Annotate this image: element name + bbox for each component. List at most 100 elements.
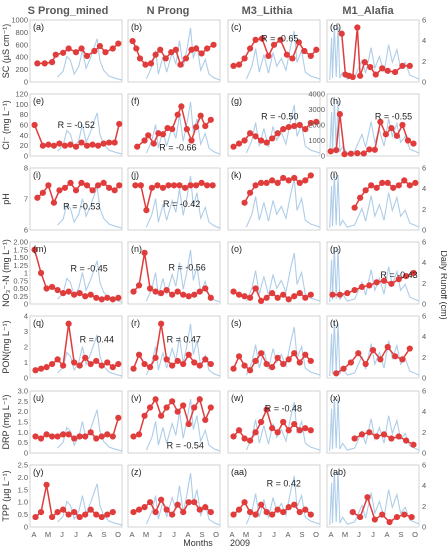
data-point-3 (246, 130, 254, 137)
data-point-9 (401, 177, 408, 184)
runoff-line (145, 398, 221, 452)
data-point-10 (289, 55, 296, 62)
y-tick-label: 1000 (11, 16, 28, 25)
data-point-9 (82, 354, 89, 361)
data-point-9 (379, 65, 386, 72)
data-point-6 (263, 139, 270, 146)
panel-b: (b) (127, 19, 221, 83)
data-point-1 (141, 137, 148, 144)
data-point-0 (230, 511, 237, 518)
data-point-11 (191, 499, 198, 506)
data-point-4 (379, 511, 386, 518)
right-tick-label: 0 (422, 226, 426, 235)
data-point-0 (130, 365, 137, 372)
data-point-2 (43, 364, 50, 371)
right-tick-label: 6 (422, 164, 426, 173)
data-point-1 (37, 269, 45, 277)
data-point-11 (93, 435, 100, 442)
data-point-3 (150, 140, 157, 147)
data-point-4 (154, 182, 161, 189)
data-point-0 (351, 204, 358, 211)
correlation-label: R = -0.53 (63, 201, 100, 211)
data-point-2 (45, 182, 52, 189)
data-point-12 (399, 62, 406, 69)
data-point-8 (274, 130, 281, 137)
data-point-7 (367, 64, 374, 71)
panel-letter: (t) (330, 318, 339, 328)
data-point-4 (152, 354, 159, 361)
month-label: M (342, 530, 348, 539)
data-point-10 (87, 429, 94, 436)
right-tick-label: 2 (422, 502, 426, 511)
data-point-9 (82, 433, 89, 440)
data-point-6 (67, 141, 74, 148)
panel-letter: (a) (33, 22, 44, 32)
data-point-7 (170, 182, 178, 189)
data-point-2 (143, 207, 150, 214)
data-point-7 (269, 290, 276, 297)
panel-letter: (s) (231, 318, 242, 328)
panel-letter: (e) (33, 96, 44, 106)
data-point-3 (146, 364, 154, 371)
data-point-7 (72, 143, 80, 150)
data-point-12 (301, 47, 308, 55)
correlation-label: R = -0.55 (375, 111, 412, 121)
data-point-5 (60, 362, 67, 369)
data-point-8 (168, 49, 175, 56)
data-point-8 (174, 501, 181, 508)
runoff-line (329, 25, 420, 81)
data-point-10 (285, 504, 292, 511)
data-point-4 (252, 429, 259, 436)
y-tick-label: 6 (24, 226, 28, 235)
data-point-4 (252, 285, 259, 292)
data-point-6 (263, 406, 270, 413)
concentration-line (36, 181, 120, 205)
panel-letter: (u) (33, 393, 44, 403)
data-point-3 (48, 360, 56, 368)
month-label: J (258, 530, 262, 539)
correlation-label: R = -0.42 (163, 199, 200, 209)
right-tick-label: 6 (422, 387, 426, 396)
data-point-6 (157, 46, 164, 53)
data-point-2 (145, 132, 152, 139)
data-point-8 (274, 354, 281, 361)
y-tick-label: 4 (24, 312, 28, 321)
panel-frame (127, 390, 221, 454)
panel-frame (127, 464, 221, 528)
month-label: J (272, 530, 276, 539)
runoff-line (329, 173, 420, 229)
data-point-3 (146, 285, 154, 292)
data-point-7 (401, 511, 408, 518)
data-point-9 (280, 509, 287, 516)
y-tick-label: 0.25 (13, 292, 28, 301)
data-point-6 (163, 404, 170, 411)
y-tick-label: 0 (24, 374, 28, 383)
y-tick-label: 800 (15, 28, 28, 37)
row-label-2: pH (1, 193, 11, 205)
data-point-3 (351, 286, 358, 294)
data-point-7 (78, 45, 85, 52)
data-point-8 (372, 71, 379, 78)
correlation-label: R = -0.66 (159, 142, 196, 152)
data-point-0 (130, 288, 137, 295)
data-point-1 (235, 427, 243, 434)
data-point-8 (76, 362, 83, 369)
y-tick-label: 60 (20, 121, 28, 130)
y-tick-label: 1 (24, 358, 28, 367)
concentration-line (353, 179, 416, 209)
data-point-11 (192, 182, 200, 189)
data-point-14 (207, 294, 214, 301)
data-point-13 (302, 351, 309, 358)
panel-h: (h) R = -0.55 0 1000 2000 3000 4000 (308, 90, 420, 161)
data-point-5 (366, 282, 373, 289)
data-point-9 (399, 356, 406, 363)
data-point-15 (116, 120, 123, 128)
month-label: A (229, 530, 234, 539)
x-axis-label-year: 2009 (230, 538, 250, 548)
runoff-line (145, 175, 221, 229)
data-point-2 (141, 504, 148, 511)
panel-g: (g) R = -0.50 (227, 93, 321, 157)
data-point-2 (136, 55, 144, 62)
data-point-16 (210, 41, 217, 48)
data-point-4 (252, 133, 259, 140)
